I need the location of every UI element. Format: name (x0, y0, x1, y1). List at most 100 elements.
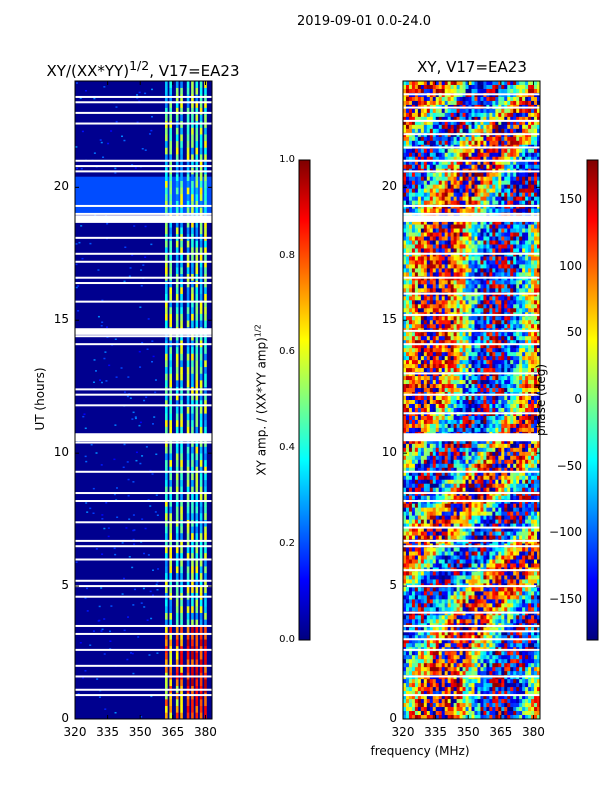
phase-cell (469, 320, 472, 324)
phase-cell (442, 300, 445, 304)
phase-cell (489, 360, 492, 364)
phase-cell (457, 316, 460, 320)
phase-cell (472, 209, 475, 213)
amp-channel-cell (191, 493, 194, 500)
phase-cell (486, 348, 489, 352)
amp-channel-cell (165, 606, 168, 613)
phase-cell (486, 193, 489, 197)
phase-cell (472, 173, 475, 177)
phase-cell (445, 288, 448, 292)
phase-cell (480, 237, 483, 241)
phase-cell (430, 97, 433, 101)
amp-channel-cell (187, 367, 190, 374)
phase-cell (510, 368, 513, 372)
phase-cell (531, 225, 534, 229)
phase-cell (448, 248, 451, 252)
phase-cell (483, 89, 486, 93)
phase-cell (510, 400, 513, 404)
phase-cell (412, 260, 415, 264)
flag-row (75, 540, 212, 542)
amp-channel-cell (200, 141, 203, 148)
phase-cell (463, 233, 466, 237)
phase-cell (522, 97, 525, 101)
phase-cell (403, 229, 406, 233)
amp-channel-cell (169, 447, 172, 454)
phase-cell (442, 149, 445, 153)
phase-cell (415, 348, 418, 352)
phase-cell (472, 396, 475, 400)
phase-cell (501, 244, 504, 248)
amp-speckle (98, 620, 100, 622)
phase-cell (466, 280, 469, 284)
amp-channel-cell (180, 473, 183, 480)
amp-channel-cell (176, 81, 179, 88)
phase-cell (406, 189, 409, 193)
phase-cell (406, 125, 409, 129)
phase-cell (463, 400, 466, 404)
amp-channel-cell (187, 546, 190, 553)
amp-channel-cell (200, 307, 203, 314)
amp-channel-cell (176, 473, 179, 480)
phase-cell (433, 352, 436, 356)
phase-cell (460, 244, 463, 248)
phase-cell (480, 256, 483, 260)
amp-channel-cell (165, 599, 168, 606)
phase-cell (528, 272, 531, 276)
amp-channel-cell (200, 533, 203, 540)
phase-cell (406, 300, 409, 304)
phase-cell (442, 177, 445, 181)
phase-cell (442, 193, 445, 197)
phase-cell (424, 109, 427, 113)
phase-cell (516, 97, 519, 101)
phase-cell (457, 384, 460, 388)
phase-cell (510, 185, 513, 189)
phase-cell (489, 336, 492, 340)
phase-cell (439, 233, 442, 237)
phase-cell (433, 149, 436, 153)
phase-cell (463, 241, 466, 245)
amp-channel-cell (187, 427, 190, 434)
phase-cell (513, 272, 516, 276)
phase-cell (409, 189, 412, 193)
phase-cell (415, 296, 418, 300)
phase-cell (415, 181, 418, 185)
amp-channel-cell (204, 134, 207, 141)
amp-channel-cell (180, 666, 183, 673)
phase-cell (525, 356, 528, 360)
phase-cell (442, 85, 445, 89)
phase-cell (409, 137, 412, 141)
amp-channel-cell (169, 367, 172, 374)
amp-speckle (115, 338, 117, 340)
phase-cell (451, 141, 454, 145)
amp-channel-cell (191, 480, 194, 487)
phase-cell (507, 368, 510, 372)
phase-cell (448, 348, 451, 352)
phase-cell (472, 141, 475, 145)
phase-cell (403, 348, 406, 352)
phase-cell (409, 352, 412, 356)
phase-cell (534, 296, 537, 300)
amp-channel-cell (176, 347, 179, 354)
amp-channel-cell (165, 347, 168, 354)
amp-channel-cell (191, 367, 194, 374)
phase-cell (469, 300, 472, 304)
phase-cell (516, 244, 519, 248)
phase-cell (492, 316, 495, 320)
phase-cell (472, 256, 475, 260)
phase-cell (409, 408, 412, 412)
amp-speckle (96, 452, 98, 454)
phase-cell (403, 201, 406, 205)
amp-speckle (94, 152, 96, 154)
amp-channel-cell (200, 573, 203, 580)
phase-cell (510, 324, 513, 328)
phase-cell (439, 109, 442, 113)
phase-cell (477, 388, 480, 392)
phase-cell (513, 348, 516, 352)
phase-cell (480, 336, 483, 340)
amp-speckle (93, 488, 95, 490)
phase-cell (492, 356, 495, 360)
amp-channel-cell (200, 679, 203, 686)
phase-cell (427, 324, 430, 328)
phase-cell (433, 396, 436, 400)
phase-cell (412, 408, 415, 412)
